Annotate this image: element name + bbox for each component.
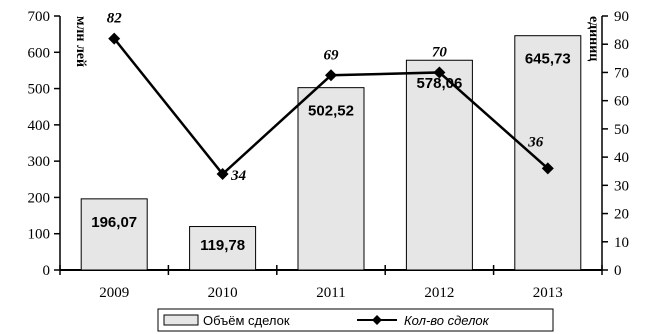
- x-tick-label: 2009: [99, 285, 129, 301]
- legend-marker-swatch: [372, 315, 382, 325]
- bar: [297, 87, 365, 271]
- y-right-tick-label: 0: [614, 263, 622, 279]
- x-tick-label: 2011: [316, 285, 345, 301]
- y-left-tick-label: 0: [43, 263, 51, 279]
- line-point-label: 34: [230, 168, 247, 184]
- line-point-label: 70: [432, 44, 448, 60]
- y-right-tick-label: 20: [614, 207, 629, 223]
- line-point-marker: [108, 32, 121, 45]
- y-left-tick-label: 100: [28, 227, 51, 243]
- legend-bar-label: Объём сделок: [203, 313, 290, 328]
- y-right-tick-label: 50: [614, 122, 629, 138]
- bar-value-label: 645,73: [525, 51, 571, 68]
- y-left-tick-label: 200: [28, 190, 51, 206]
- y-left-tick-label: 600: [28, 45, 51, 61]
- line-point-marker: [216, 168, 229, 181]
- bar: [189, 226, 257, 271]
- bars: [80, 35, 582, 271]
- y-left-tick-label: 300: [28, 154, 51, 170]
- y-left-tick-label: 700: [28, 9, 51, 25]
- legend-bar-swatch: [163, 314, 199, 326]
- y-right-tick-label: 40: [614, 150, 629, 166]
- bar: [514, 35, 582, 271]
- y-right-tick-label: 30: [614, 178, 629, 194]
- y-right-tick-label: 80: [614, 37, 629, 53]
- line-point-label: 36: [527, 134, 544, 150]
- y-right-tick-label: 90: [614, 9, 629, 25]
- line-point-marker: [541, 162, 554, 175]
- line-series: [108, 32, 554, 181]
- axes: 0 100 200 300 400 500 600 700 0 10 20 30 40 50 60 70 80 9…: [28, 9, 630, 301]
- line-point-marker: [433, 66, 446, 79]
- y-right-tick-label: 60: [614, 94, 629, 110]
- bar-value-label: 502,52: [308, 103, 354, 120]
- bar-value-label: 119,78: [200, 237, 245, 254]
- legend: Объём сделок Кол-во сделок: [157, 308, 554, 332]
- bar-value-label: 578,06: [416, 75, 462, 92]
- x-tick-label: 2010: [208, 285, 238, 301]
- y-axis-right-title: единиц: [586, 16, 601, 61]
- line-point-label: 82: [107, 11, 123, 27]
- x-tick-label: 2013: [533, 285, 563, 301]
- legend-line-label: Кол-во сделок: [404, 313, 490, 328]
- y-left-tick-label: 400: [28, 118, 51, 134]
- labels: 196,07 119,78 502,52 578,06 645,73 82 34 69 70 36: [91, 11, 570, 254]
- bar: [405, 59, 473, 271]
- y-right-tick-label: 70: [614, 65, 629, 81]
- x-tick-label: 2012: [424, 285, 454, 301]
- y-right-tick-label: 10: [614, 235, 629, 251]
- bar-value-label: 196,07: [91, 214, 137, 231]
- line-point-label: 69: [324, 47, 340, 63]
- legend-box: [157, 308, 554, 332]
- y-left-tick-label: 500: [28, 82, 51, 98]
- y-axis-left-title: млн лей: [73, 16, 88, 67]
- line-point-marker: [325, 69, 337, 82]
- bar: [80, 198, 148, 271]
